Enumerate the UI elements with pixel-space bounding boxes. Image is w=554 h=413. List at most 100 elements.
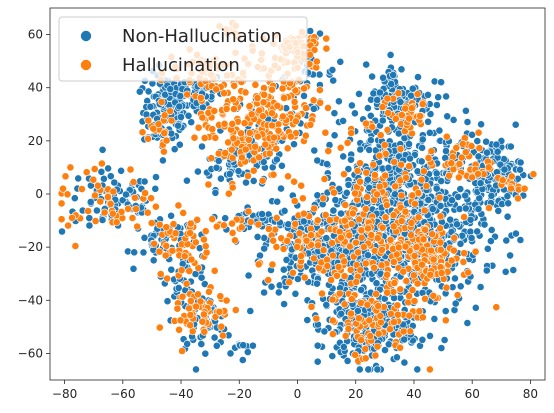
scatter-point [378,103,387,111]
scatter-point [175,140,184,149]
scatter-point [503,192,512,201]
scatter-point [309,104,318,113]
scatter-point [155,247,164,256]
scatter-point [382,201,391,210]
scatter-point [471,247,480,256]
scatter-point [290,140,298,149]
scatter-point [117,166,125,175]
scatter-point [369,89,378,98]
scatter-point [330,109,339,118]
scatter-point [483,244,492,253]
scatter-point [248,341,257,350]
scatter-point [413,365,422,374]
scatter-point [251,80,260,89]
scatter-point [369,160,378,169]
scatter-point [96,197,105,206]
scatter-point [361,354,370,363]
scatter-point [315,86,324,94]
x-tick-label: 0 [294,387,302,401]
scatter-point [447,159,456,168]
scatter-point [429,291,438,300]
scatter-point [356,145,365,154]
scatter-point [74,174,83,183]
scatter-point [405,140,413,148]
x-tick-label: 80 [523,387,538,401]
scatter-point [227,145,236,154]
scatter-point [366,136,375,145]
scatter-point [410,251,419,260]
scatter-point [208,215,217,223]
scatter-point [340,272,349,281]
scatter-point [373,190,381,199]
scatter-point [373,365,382,374]
scatter-point [280,300,288,308]
scatter-point [364,365,373,374]
scatter-point [260,288,268,297]
scatter-point [406,154,414,163]
scatter-point [157,98,166,106]
scatter-point [437,269,446,277]
scatter-point [509,266,518,274]
scatter-point [467,234,476,242]
scatter-point [166,107,174,116]
scatter-point [426,331,434,340]
scatter-point [291,117,300,126]
scatter-point [284,172,292,181]
scatter-point [336,233,345,242]
scatter-point [334,262,343,271]
scatter-point [237,223,246,232]
scatter-point [268,121,276,130]
scatter-point [277,161,286,170]
scatter-point [192,302,200,311]
scatter-point [407,91,415,100]
scatter-point [192,365,200,374]
scatter-point [378,116,387,125]
scatter-point [321,211,330,219]
scatter-point [415,307,424,316]
scatter-point [348,209,357,218]
scatter-point [414,213,423,222]
scatter-point [389,222,398,231]
scatter-point [364,251,372,260]
scatter-point [244,172,252,180]
scatter-point [322,234,331,242]
scatter-point [212,341,221,350]
scatter-point [140,177,149,186]
scatter-point [401,242,410,251]
scatter-point [144,87,153,96]
scatter-point [241,145,250,154]
scatter-point [293,242,301,251]
scatter-point [228,183,237,192]
scatter-point [214,149,223,158]
scatter-point [432,184,441,193]
scatter-point [309,254,318,263]
scatter-point [279,244,288,253]
scatter-point [70,194,79,203]
scatter-point [409,271,418,280]
scatter-point [383,288,392,297]
scatter-point [316,29,324,38]
scatter-point [177,266,186,275]
x-tick-label: −20 [227,387,252,401]
scatter-point [494,206,503,215]
scatter-point [363,104,372,112]
scatter-point [167,265,176,274]
scatter-point [347,101,356,110]
scatter-point [91,217,100,225]
scatter-point [455,160,464,168]
scatter-point [429,255,438,264]
scatter-point [307,302,316,311]
scatter-point [512,229,520,238]
legend-marker [80,30,92,42]
scatter-point [176,316,185,325]
scatter-point [397,65,406,74]
scatter-point [221,149,230,157]
scatter-point [487,191,496,200]
scatter-point [303,316,312,324]
scatter-point [218,331,227,340]
scatter-point [290,197,299,205]
scatter-point [186,311,195,319]
scatter-point [396,144,405,153]
scatter-point [341,331,350,340]
